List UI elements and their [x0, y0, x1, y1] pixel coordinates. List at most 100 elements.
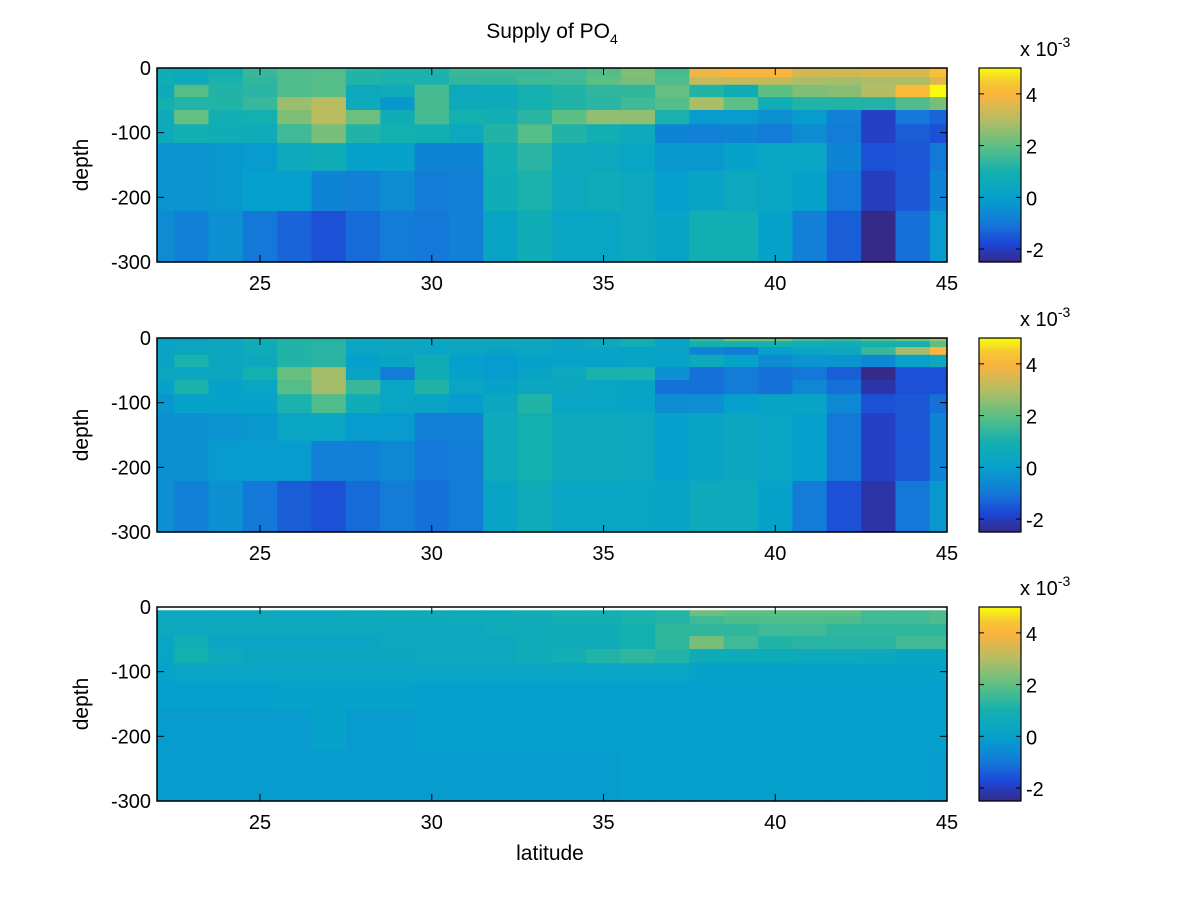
heatmap-cell	[929, 77, 948, 86]
heatmap-cell	[174, 380, 210, 395]
heatmap-cell	[895, 338, 931, 342]
heatmap-cell	[483, 663, 519, 683]
heatmap-cell	[723, 616, 759, 625]
heatmap-cell	[826, 210, 862, 263]
colorbar-segment	[979, 374, 1021, 379]
heatmap-cell	[689, 623, 725, 637]
heatmap-cell	[552, 97, 587, 111]
colorbar-segment	[979, 758, 1021, 763]
colorbar-segment	[979, 240, 1021, 245]
heatmap-cell	[758, 623, 794, 637]
colorbar-segment	[979, 710, 1021, 714]
heatmap-cell	[552, 338, 587, 342]
heatmap-cell	[861, 682, 897, 711]
heatmap-cell	[174, 143, 210, 172]
colorbar-segment	[979, 222, 1021, 227]
heatmap-cell	[174, 413, 210, 442]
colorbar-segment	[979, 413, 1021, 418]
colorbar-segment	[979, 435, 1021, 439]
heatmap-cell	[929, 440, 948, 482]
heatmap-cell	[861, 636, 897, 650]
heatmap-cell	[483, 440, 519, 482]
colorbar-segment	[979, 101, 1021, 105]
colorbar-segment	[979, 134, 1021, 139]
heatmap-cell	[380, 210, 416, 263]
colorbar-segment	[979, 377, 1021, 382]
heatmap-cell	[895, 610, 931, 617]
heatmap-cell	[586, 749, 622, 802]
heatmap-cell	[861, 143, 897, 172]
heatmap-cell	[311, 77, 347, 86]
heatmap-cell	[826, 143, 862, 172]
heatmap-cell	[277, 354, 313, 368]
heatmap-cell	[448, 68, 484, 72]
heatmap-cell	[448, 97, 484, 111]
colorbar-segment	[979, 459, 1021, 463]
heatmap-cell	[929, 709, 948, 751]
heatmap-cell	[655, 749, 690, 802]
colorbar-segment	[979, 104, 1021, 109]
colorbar-segment	[979, 616, 1021, 620]
heatmap-cell	[208, 682, 244, 711]
heatmap-cell	[345, 338, 381, 342]
colorbar-segment	[979, 80, 1021, 84]
colorbar-segment	[979, 192, 1021, 196]
heatmap-cell	[895, 709, 931, 751]
heatmap-cell	[345, 77, 381, 86]
colorbar-frame	[978, 606, 1022, 802]
heatmap-cell	[861, 338, 897, 342]
colorbar-segment	[979, 522, 1021, 527]
heatmap-cell	[758, 110, 794, 125]
heatmap-cell	[311, 170, 347, 212]
heatmap-cell	[758, 84, 794, 98]
heatmap-cell	[723, 623, 759, 637]
heatmap-cell	[483, 68, 519, 72]
heatmap-cell	[655, 480, 690, 533]
colorbar-segment	[979, 359, 1021, 363]
heatmap-panel-2: 25 30 35 40 45 0 -100 -200 -300 depth -2 0 2 4 x 10-3	[70, 304, 1070, 565]
heatmap-cell	[620, 170, 656, 212]
heatmap-cell	[483, 210, 519, 263]
heatmap-cell	[242, 623, 278, 637]
heatmap-cell	[723, 354, 759, 368]
colorbar-segment	[979, 416, 1021, 421]
heatmap-cell	[414, 210, 450, 263]
heatmap-cell	[655, 341, 690, 348]
heatmap-cell	[208, 210, 244, 263]
heatmap-cell	[483, 367, 519, 381]
heatmap-cell	[208, 341, 244, 348]
heatmap-cell	[517, 380, 553, 395]
heatmap-cell	[242, 170, 278, 212]
colorbar-segment	[979, 392, 1021, 397]
heatmap-cell	[792, 616, 828, 625]
y-axis-label: depth	[70, 139, 93, 192]
heatmap-cell	[792, 636, 828, 650]
heatmap-cell	[929, 623, 948, 637]
heatmap-cell	[861, 394, 897, 414]
heatmap-cell	[620, 616, 656, 625]
colorbar-segment	[979, 425, 1021, 430]
heatmap-cell	[895, 413, 931, 442]
y-tick-label: 0	[140, 597, 151, 619]
y-tick-label: 0	[140, 58, 151, 80]
heatmap-cell	[689, 347, 725, 356]
heatmap-cell	[792, 143, 828, 172]
heatmap-cell	[758, 367, 794, 381]
heatmap-cell	[517, 394, 553, 414]
heatmap-cell	[655, 367, 690, 381]
heatmap-cell	[826, 97, 862, 111]
colorbar-segment	[979, 174, 1021, 178]
colorbar-segment	[979, 649, 1021, 654]
colorbar-segment	[979, 113, 1021, 118]
heatmap-cell	[277, 394, 313, 414]
colorbar-segment	[979, 725, 1021, 729]
colorbar-scale-label: x 10-3	[1020, 304, 1070, 331]
heatmap-cell	[620, 347, 656, 356]
heatmap-cell	[792, 170, 828, 212]
heatmap-cell	[448, 367, 484, 381]
heatmap-cell	[311, 210, 347, 263]
heatmap-cell	[311, 97, 347, 111]
heatmap-cell	[174, 68, 210, 72]
heatmap-cell	[517, 354, 553, 368]
colorbar-segment	[979, 743, 1021, 748]
